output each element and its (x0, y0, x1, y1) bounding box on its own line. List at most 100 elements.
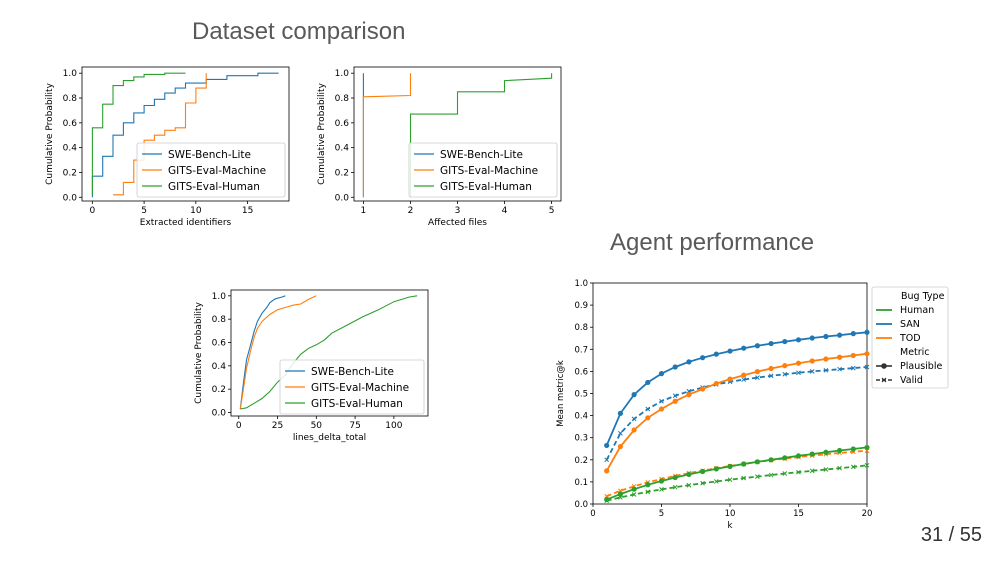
data-point-dot (754, 459, 760, 465)
series-line-gits-eval-machine (239, 295, 317, 410)
data-point-x-marker (809, 468, 815, 474)
legend-title-metric: Metric (900, 347, 930, 358)
data-point-dot (795, 453, 802, 459)
x-tick-label: 4 (502, 206, 508, 216)
data-point-dot (617, 410, 623, 416)
x-tick-label: 5 (659, 509, 664, 519)
data-point-x-marker (659, 398, 664, 404)
data-point-x-marker (645, 406, 651, 412)
data-point-dot (658, 406, 665, 412)
y-axis-label: Cumulative Probability (194, 301, 204, 403)
data-point-x-marker (604, 457, 610, 463)
data-point-dot (686, 359, 692, 365)
legend-label: GITS-Eval-Human (440, 181, 532, 193)
legend: SWE-Bench-Lite GITS-Eval-Machine GITS-Eval… (136, 142, 286, 198)
data-point-x-marker (713, 479, 719, 484)
legend-label: Plausible (900, 361, 942, 372)
data-point-dot (850, 446, 856, 452)
data-point-x-marker (850, 464, 856, 470)
data-point-dot (645, 482, 651, 488)
data-point-dot (604, 468, 610, 474)
data-point-dot (823, 449, 829, 455)
legend-label: GITS-Eval-Machine (440, 165, 538, 177)
data-point-x-marker (768, 373, 774, 379)
data-point-x-marker (686, 482, 692, 488)
legend-box (279, 359, 425, 415)
y-tick-label: 0.7 (574, 345, 588, 355)
y-tick-label: 1.0 (212, 292, 227, 302)
data-point-dot (658, 371, 665, 377)
y-tick-label: 0.0 (335, 193, 350, 203)
x-tick-label: 15 (242, 206, 253, 216)
y-tick-label: 0.8 (335, 94, 350, 104)
chart-lines-delta-total: 0 25 50 75 100 0.0 0.2 0.4 0.6 0.8 1.0 lines_delta_… (194, 289, 429, 443)
legend-label: SAN (900, 319, 920, 330)
data-point-dot (658, 478, 665, 484)
y-tick-label: 0.2 (574, 456, 588, 466)
data-point-dot (837, 354, 843, 360)
data-point-dot (727, 376, 733, 382)
legend-label: GITS-Eval-Human (311, 398, 403, 410)
data-point-x-marker (768, 472, 774, 478)
data-point-dot (850, 331, 856, 337)
y-tick-label: 1.0 (335, 69, 350, 79)
chart-agent-performance: 0 5 10 15 20 0.0 0.1 0.2 0.3 0.4 0.5 0.6 0.7 0.8 0.9 1.… (556, 279, 949, 531)
data-point-dot (631, 427, 637, 433)
y-tick-label: 1.0 (63, 69, 78, 79)
data-point-dot (713, 351, 719, 357)
data-point-x-marker (850, 365, 856, 371)
data-point-x-marker (782, 471, 788, 476)
x-tick-label: 10 (190, 206, 202, 216)
x-tick-label: 5 (141, 206, 147, 216)
y-axis-label: Cumulative Probability (45, 82, 55, 184)
data-point-x-marker (837, 366, 842, 372)
x-tick-label: 100 (385, 421, 402, 431)
data-point-dot (617, 491, 623, 497)
y-tick-label: 0.8 (212, 315, 227, 325)
legend-label: Human (900, 305, 934, 316)
x-axis-label: Extracted identifiers (140, 218, 232, 228)
legend-label: SWE-Bench-Lite (311, 366, 394, 378)
data-point-dot (795, 360, 802, 366)
x-tick-label: 2 (408, 206, 414, 216)
data-point-dot (700, 468, 706, 475)
page-number: 31 / 55 (920, 524, 982, 546)
data-point-dot (672, 398, 678, 404)
chart-affected-files: 1 2 3 4 5 0.0 0.2 0.4 0.6 0.8 1.0 Affected files Cum… (317, 66, 562, 228)
data-point-x-marker (864, 364, 870, 370)
series-line-gits-eval-machine (362, 73, 412, 198)
x-tick-label: 25 (272, 421, 283, 431)
data-point-dot (864, 329, 870, 335)
y-tick-label: 0.5 (574, 390, 588, 400)
data-point-dot (672, 364, 678, 370)
data-point-dot (837, 332, 843, 338)
data-point-x-marker (741, 377, 747, 382)
series-line-san-valid (605, 366, 868, 461)
data-point-x-marker (823, 367, 829, 373)
y-axis-label: Cumulative Probability (317, 82, 327, 184)
x-tick-label: 0 (89, 206, 95, 216)
data-point-dot (631, 486, 637, 492)
y-tick-label: 0.2 (335, 168, 349, 178)
data-point-dot (809, 335, 815, 341)
y-tick-label: 0.1 (574, 478, 588, 488)
data-point-x-marker (755, 474, 760, 479)
data-point-dot (686, 471, 692, 477)
plot-frame (81, 66, 290, 202)
y-tick-label: 0.9 (574, 301, 588, 311)
legend-box (871, 286, 949, 389)
legend-label: GITS-Eval-Machine (311, 382, 409, 394)
x-tick-label: 20 (862, 509, 873, 519)
y-tick-label: 0.4 (63, 144, 78, 154)
data-point-x-marker (659, 487, 664, 492)
y-tick-label: 0.8 (63, 94, 78, 104)
agent-performance-title: Agent performance (610, 229, 815, 256)
x-axis-label: lines_delta_total (293, 433, 366, 443)
data-point-dot (782, 363, 788, 369)
data-point-dot (768, 340, 774, 347)
y-tick-label: 1.0 (574, 279, 588, 289)
series-line-swe-bench-lite (91, 72, 279, 198)
legend-marker-dot (881, 363, 887, 369)
dataset-comparison-title: Dataset comparison (192, 18, 406, 45)
series-line-human-valid (606, 464, 868, 502)
